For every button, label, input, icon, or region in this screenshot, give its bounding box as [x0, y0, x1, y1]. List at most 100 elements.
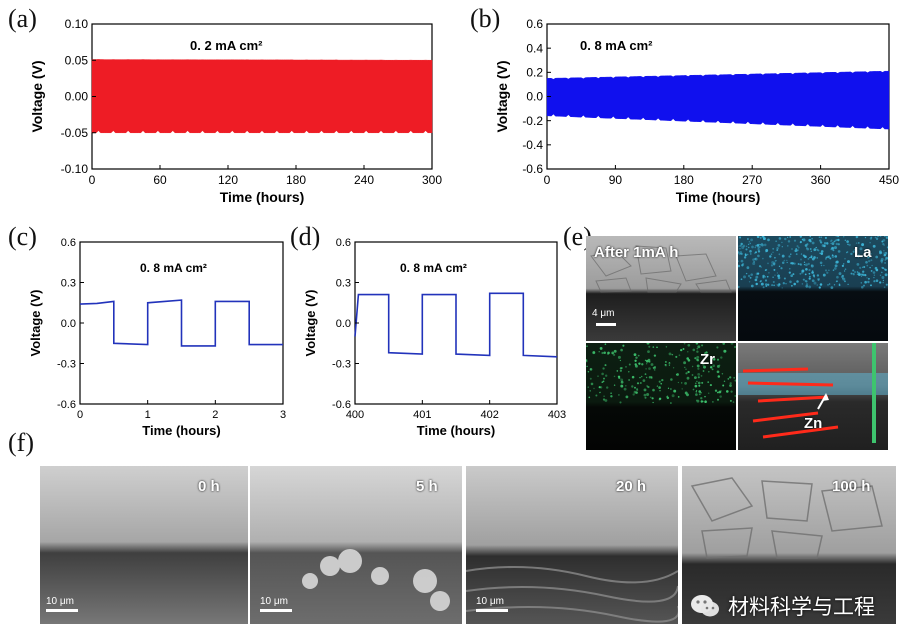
y-tick-label: 0.6: [61, 237, 76, 249]
y-tick-label: -0.2: [522, 114, 543, 128]
x-tick-label: 402: [480, 409, 498, 421]
layer-streaks: [466, 566, 678, 623]
x-tick-label: 450: [879, 173, 899, 187]
x-tick-label: 2: [212, 409, 218, 421]
y-tick-label: 0.0: [61, 318, 76, 330]
scale-bar-f0: [46, 609, 78, 612]
y-tick-label: 0.3: [336, 277, 351, 289]
panel-label-b: (b): [470, 4, 501, 33]
x-tick-label: 0: [544, 173, 551, 187]
tile-label-20h: 20 h: [616, 478, 647, 495]
eds-map-zr: Zr: [586, 343, 736, 450]
chart-annotation: 0. 8 mA cm²: [580, 38, 653, 53]
y-axis-label: Voltage (V): [303, 290, 318, 357]
chart-b: 0 90 180 270 360 450 -0.6 -0.4 -0.2 0.0 0.2 0.4 0.6 T…: [494, 17, 899, 205]
y-tick-label: -0.10: [61, 162, 89, 176]
tile-label-zn: Zn: [804, 415, 823, 432]
la-dots: [738, 236, 888, 289]
scale-bar-f2: [476, 609, 508, 612]
y-axis-label: Voltage (V): [494, 60, 510, 132]
series-band: [546, 70, 890, 130]
scale-bar-f1: [260, 609, 292, 612]
panel-label-c: (c): [8, 222, 37, 251]
scale-text-f0: 10 μm: [46, 596, 74, 607]
series-line: [79, 299, 283, 347]
y-tick-label: 0.6: [526, 17, 543, 31]
sem-texture: [590, 245, 732, 293]
x-tick-label: 300: [422, 173, 442, 187]
panel-label-f: (f): [8, 428, 34, 457]
x-tick-label: 90: [609, 173, 623, 187]
y-tick-label: 0.6: [336, 237, 351, 249]
chart-d: 400 401 402 403 -0.6 -0.3 0.0 0.3 0.6 Time (hours…: [303, 237, 566, 438]
eds-overlay-zn: Zn: [738, 343, 888, 450]
sem-tile-20h: 20 h 10 μm: [466, 466, 678, 624]
panel-label-d: (d): [290, 222, 321, 251]
sem-tile-5h: 5 h 10 μm: [250, 466, 462, 624]
chart-a: 0 60 120 180 240 300 -0.10 -0.05 0.00 0.05 0.10 Tim…: [29, 17, 442, 205]
y-tick-label: 0.00: [65, 90, 89, 104]
sem-tile-0h: 0 h 10 μm: [40, 466, 248, 624]
y-tick-label: -0.6: [57, 399, 76, 411]
y-tick-label: -0.4: [522, 138, 543, 152]
scale-text-e: 4 μm: [592, 308, 615, 319]
y-tick-label: 0.0: [336, 318, 351, 330]
sem-tile-100h: 100 h: [682, 466, 896, 624]
y-axis-label: Voltage (V): [28, 290, 43, 357]
x-tick-label: 3: [280, 409, 286, 421]
x-tick-label: 240: [354, 173, 374, 187]
tile-label-la: La: [854, 244, 872, 261]
tile-label-zr: Zr: [700, 351, 715, 368]
y-tick-label: 0.3: [61, 277, 76, 289]
y-tick-label: 0.4: [526, 41, 543, 55]
x-tick-label: 270: [742, 173, 762, 187]
x-tick-label: 360: [811, 173, 831, 187]
x-tick-label: 120: [218, 173, 238, 187]
x-tick-label: 401: [413, 409, 431, 421]
x-tick-label: 60: [153, 173, 167, 187]
y-tick-label: -0.3: [332, 358, 351, 370]
y-tick-label: 0.05: [65, 53, 89, 67]
x-axis-label: Time (hours): [676, 189, 761, 205]
tile-label-after: After 1mA h: [594, 244, 679, 261]
x-tick-label: 403: [548, 409, 566, 421]
zn-particles: [302, 549, 450, 611]
tile-label-0h: 0 h: [198, 478, 220, 495]
chart-annotation: 0. 8 mA cm²: [140, 261, 207, 275]
chart-annotation: 0. 2 mA cm²: [190, 38, 263, 53]
panel-label-a: (a): [8, 4, 37, 33]
y-tick-label: -0.6: [332, 399, 351, 411]
y-tick-label: -0.3: [57, 358, 76, 370]
eds-map-la: La: [738, 236, 888, 341]
series-band: [91, 59, 433, 134]
y-tick-label: 0.2: [526, 66, 543, 80]
x-axis-label: Time (hours): [417, 423, 496, 438]
watermark-text: 材料科学与工程: [728, 595, 875, 619]
chart-annotation: 0. 8 mA cm²: [400, 261, 467, 275]
x-tick-label: 0: [89, 173, 96, 187]
series-line: [354, 292, 558, 358]
tile-label-100h: 100 h: [832, 478, 871, 495]
y-axis-label: Voltage (V): [29, 60, 45, 132]
scale-text-f1: 10 μm: [260, 596, 288, 607]
x-tick-label: 1: [145, 409, 151, 421]
x-tick-label: 180: [286, 173, 306, 187]
zr-dots: [586, 343, 736, 404]
x-tick-label: 0: [77, 409, 83, 421]
y-tick-label: -0.6: [522, 162, 543, 176]
watermark: 材料科学与工程: [690, 588, 905, 624]
chart-c: 0 1 2 3 -0.6 -0.3 0.0 0.3 0.6 Time (hours) Voltage…: [28, 237, 286, 438]
x-tick-label: 180: [674, 173, 694, 187]
zn-overlay: [738, 343, 888, 443]
x-axis-label: Time (hours): [220, 189, 305, 205]
grain-texture: [690, 477, 883, 559]
x-axis-label: Time (hours): [142, 423, 221, 438]
y-tick-label: 0.10: [65, 17, 89, 31]
scale-text-f2: 10 μm: [476, 596, 504, 607]
scale-bar-e: [596, 323, 616, 326]
x-tick-label: 400: [346, 409, 364, 421]
y-tick-label: -0.05: [61, 126, 89, 140]
y-tick-label: 0.0: [526, 90, 543, 104]
wechat-icon: [690, 593, 720, 619]
